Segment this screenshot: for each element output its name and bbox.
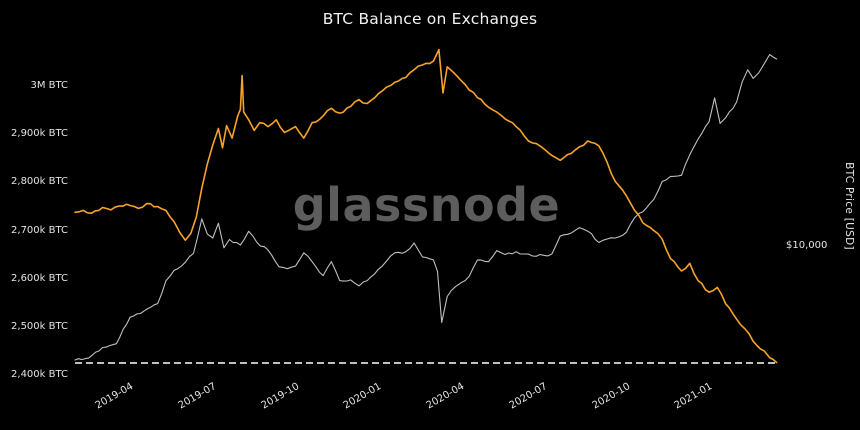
x-axis-tick: 2019-07 [176, 381, 219, 412]
left-axis-tick: 2,800k BTC [11, 176, 68, 188]
x-axis-tick: 2019-10 [259, 381, 302, 412]
left-axis-tick: 2,400k BTC [11, 369, 68, 380]
x-axis-tick: 2020-01 [342, 381, 384, 412]
x-axis-tick: 2020-04 [424, 381, 467, 412]
chart-title: BTC Balance on Exchanges [322, 10, 538, 28]
x-axis-tick: 2021-01 [672, 381, 715, 412]
series-line-right [74, 53, 778, 361]
left-axis-tick: 2,500k BTC [11, 320, 68, 332]
plot-area: glassnode [74, 38, 778, 375]
x-axis-tick: 2020-07 [507, 381, 550, 412]
right-axis-label: BTC Price [USD] [843, 162, 855, 250]
left-axis-tick: 2,700k BTC [11, 224, 68, 236]
left-axis-tick: 2,900k BTC [11, 128, 68, 140]
plot-svg [74, 48, 778, 364]
series-line-left [74, 48, 778, 364]
left-axis-tick: 2,600k BTC [11, 272, 68, 284]
x-axis-tick: 2020-10 [590, 381, 632, 412]
x-axis-tick: 2019-04 [93, 381, 136, 412]
right-axis-tick: $10,000 [786, 240, 828, 252]
left-axis-tick: 3M BTC [30, 80, 68, 92]
